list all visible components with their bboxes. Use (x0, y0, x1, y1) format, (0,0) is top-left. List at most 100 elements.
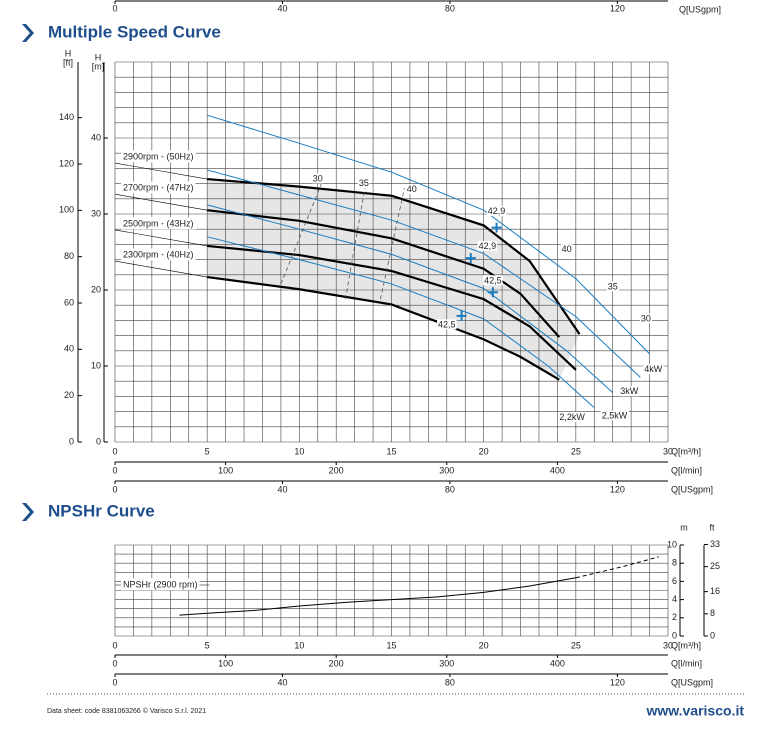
y2-axis-label: H (65, 48, 72, 58)
annotation: 42,9 (488, 206, 506, 216)
y2-tick-label: 120 (59, 158, 74, 168)
y-tick-label: 10 (91, 360, 101, 370)
x-tick-label: 0 (112, 640, 117, 650)
x-tick-label: 10 (294, 446, 304, 456)
x-tick-label: 25 (571, 446, 581, 456)
y2-tick-label: 80 (64, 251, 74, 261)
annotation: 42,9 (479, 241, 497, 251)
legend-leader (114, 193, 208, 211)
annotation: 2,2kW (559, 412, 585, 422)
operating-area (207, 179, 580, 380)
legend-label: 2900rpm - (50Hz) (123, 151, 194, 161)
curve (179, 577, 576, 616)
y-tick-label: 2 (672, 612, 677, 622)
x-tick-label: 0 (112, 658, 117, 668)
x-tick-label: 80 (445, 677, 455, 687)
curve (575, 556, 659, 579)
y-tick-label: 6 (672, 576, 677, 586)
curve (207, 244, 577, 371)
legend-leader (114, 229, 208, 247)
x-axis-label: Q[USgpm] (671, 677, 713, 687)
annotation-bg (639, 313, 652, 324)
curve (207, 236, 595, 409)
x-tick-label: 0 (112, 677, 117, 687)
x-tick-label: 200 (329, 465, 344, 475)
y-tick-label: 40 (91, 132, 101, 142)
curve (207, 114, 650, 355)
legend-bg (121, 150, 196, 163)
x-axis-label: Q[m³/h] (671, 446, 701, 456)
x-tick-label: 40 (277, 677, 287, 687)
annotation-bg (619, 386, 640, 397)
y2-tick-label: 100 (59, 205, 74, 215)
chart-title: Multiple Speed Curve (48, 22, 221, 41)
x-tick-label: 120 (610, 484, 625, 494)
y2-tick-label: 0 (710, 630, 715, 640)
annotation: 40 (407, 184, 417, 194)
x-tick-label: 300 (439, 465, 454, 475)
annotation: 3kW (620, 386, 639, 396)
x-tick-label: 0 (112, 465, 117, 475)
bep-marker (465, 253, 476, 264)
y2-tick-label: 40 (64, 344, 74, 354)
heading-icon (22, 24, 34, 42)
x-axis-label: Q[USgpm] (671, 484, 713, 494)
y2-tick-label: 25 (710, 561, 720, 571)
x-tick-label: 10 (294, 640, 304, 650)
x-tick-label: 400 (550, 658, 565, 668)
annotation-bg (643, 364, 664, 375)
y-tick-label: 0 (672, 630, 677, 640)
y2-tick-label: 60 (64, 297, 74, 307)
x-tick-label: 400 (550, 465, 565, 475)
annotation-bg (600, 410, 629, 421)
annotation-bg (311, 173, 324, 184)
curve (380, 188, 405, 300)
y2-tick-label: 8 (710, 608, 715, 618)
y-axis-label: H (95, 52, 102, 62)
x-tick-label: 25 (571, 640, 581, 650)
legend-leader (114, 162, 208, 180)
footer-note: Data sheet: code 8381063266 © Varisco S.… (47, 707, 206, 715)
y2-axis-label: [ft] (63, 57, 73, 67)
curve (207, 169, 641, 378)
chart-title: NPSHr Curve (48, 501, 155, 520)
heading-icon (22, 503, 34, 521)
y-tick-label: 20 (91, 284, 101, 294)
annotation-bg (560, 244, 573, 255)
x-tick-label: 15 (386, 640, 396, 650)
x-axis-label: Q[m³/h] (671, 640, 701, 650)
annotation-bg (477, 241, 498, 252)
x-tick-label: 30 (663, 640, 673, 650)
x-tick-label: 40 (277, 3, 287, 13)
x-tick-label: 5 (205, 640, 210, 650)
y-axis-label: m (680, 522, 688, 532)
legend-bg (121, 217, 196, 230)
x-tick-label: 80 (445, 3, 455, 13)
y2-axis-label: ft (709, 522, 715, 532)
annotation-bg (357, 177, 370, 188)
x-tick-label: 40 (277, 484, 287, 494)
annotation: 2,5kW (602, 411, 628, 421)
x-tick-label: 120 (610, 3, 625, 13)
annotation: 42,5 (484, 275, 502, 285)
bep-marker (456, 310, 467, 321)
x-tick-label: 5 (205, 446, 210, 456)
x-tick-label: 20 (479, 640, 489, 650)
x-tick-label: 20 (479, 446, 489, 456)
y2-tick-label: 33 (710, 539, 720, 549)
x-tick-label: 300 (439, 658, 454, 668)
y-tick-label: 10 (667, 539, 677, 549)
annotation-bg (405, 184, 418, 195)
y2-tick-label: 20 (64, 390, 74, 400)
annotation-bg (437, 319, 457, 330)
x-tick-label: 120 (610, 677, 625, 687)
x-tick-label: 100 (218, 465, 233, 475)
website: www.varisco.it (645, 703, 744, 719)
annotation: 42,5 (438, 319, 456, 329)
annotation: 35 (359, 178, 369, 188)
x-tick-label: 100 (218, 658, 233, 668)
y2-tick-label: 16 (710, 586, 720, 596)
x-tick-label: 80 (445, 484, 455, 494)
y-tick-label: 4 (672, 594, 677, 604)
